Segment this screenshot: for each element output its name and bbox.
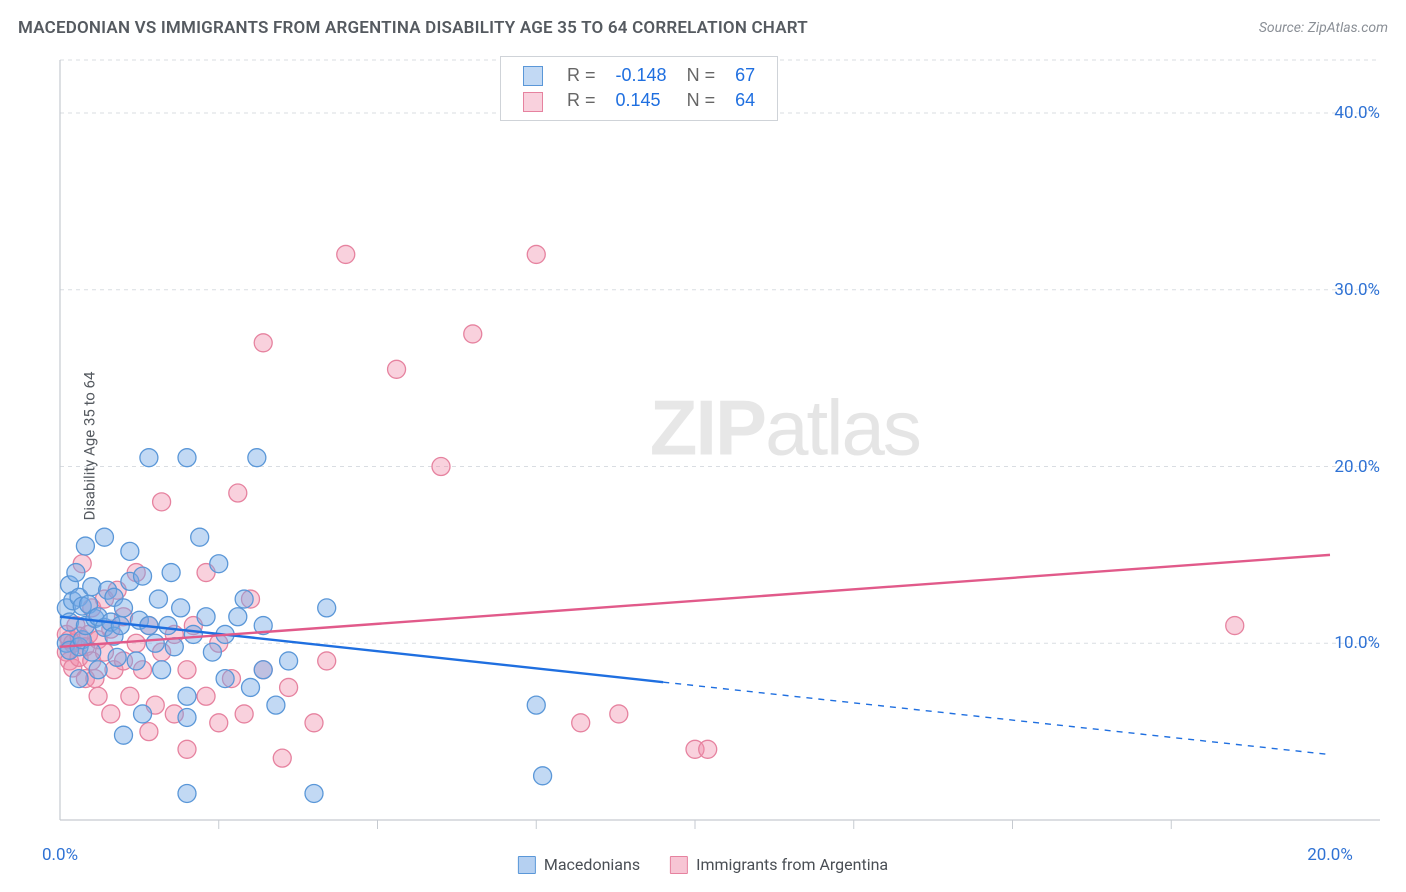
- correlation-swatch: [523, 66, 543, 86]
- series-legend: Macedonians Immigrants from Argentina: [518, 855, 888, 874]
- x-tick-label: 20.0%: [1307, 845, 1353, 865]
- n-value: 64: [725, 88, 765, 113]
- y-tick-label: 30.0%: [1334, 280, 1380, 300]
- legend-label: Macedonians: [544, 855, 640, 874]
- r-value: 0.145: [606, 88, 677, 113]
- chart-title: MACEDONIAN VS IMMIGRANTS FROM ARGENTINA …: [18, 18, 808, 38]
- r-label: R =: [557, 88, 606, 113]
- y-tick-label: 20.0%: [1334, 457, 1380, 477]
- chart-source: Source: ZipAtlas.com: [1259, 20, 1388, 36]
- legend-swatch: [518, 856, 536, 874]
- legend-item: Immigrants from Argentina: [670, 855, 888, 874]
- n-label: N =: [677, 63, 726, 88]
- chart-header: MACEDONIAN VS IMMIGRANTS FROM ARGENTINA …: [18, 18, 1388, 38]
- x-tick-label: 0.0%: [42, 845, 78, 865]
- correlation-legend-box: R =-0.148N =67R =0.145N =64: [500, 56, 778, 121]
- r-label: R =: [557, 63, 606, 88]
- y-tick-label: 10.0%: [1334, 633, 1380, 653]
- correlation-table: R =-0.148N =67R =0.145N =64: [513, 63, 765, 114]
- n-label: N =: [677, 88, 726, 113]
- correlation-row: R =-0.148N =67: [513, 63, 765, 88]
- y-tick-label: 40.0%: [1334, 103, 1380, 123]
- legend-label: Immigrants from Argentina: [696, 855, 888, 874]
- r-value: -0.148: [606, 63, 677, 88]
- legend-swatch: [670, 856, 688, 874]
- n-value: 67: [725, 63, 765, 88]
- scatter-chart-svg: [50, 50, 1386, 837]
- legend-item: Macedonians: [518, 855, 640, 874]
- correlation-row: R =0.145N =64: [513, 88, 765, 113]
- chart-plot-area: ZIPatlas 10.0%20.0%30.0%40.0%0.0%20.0%: [50, 50, 1386, 837]
- correlation-swatch: [523, 92, 543, 112]
